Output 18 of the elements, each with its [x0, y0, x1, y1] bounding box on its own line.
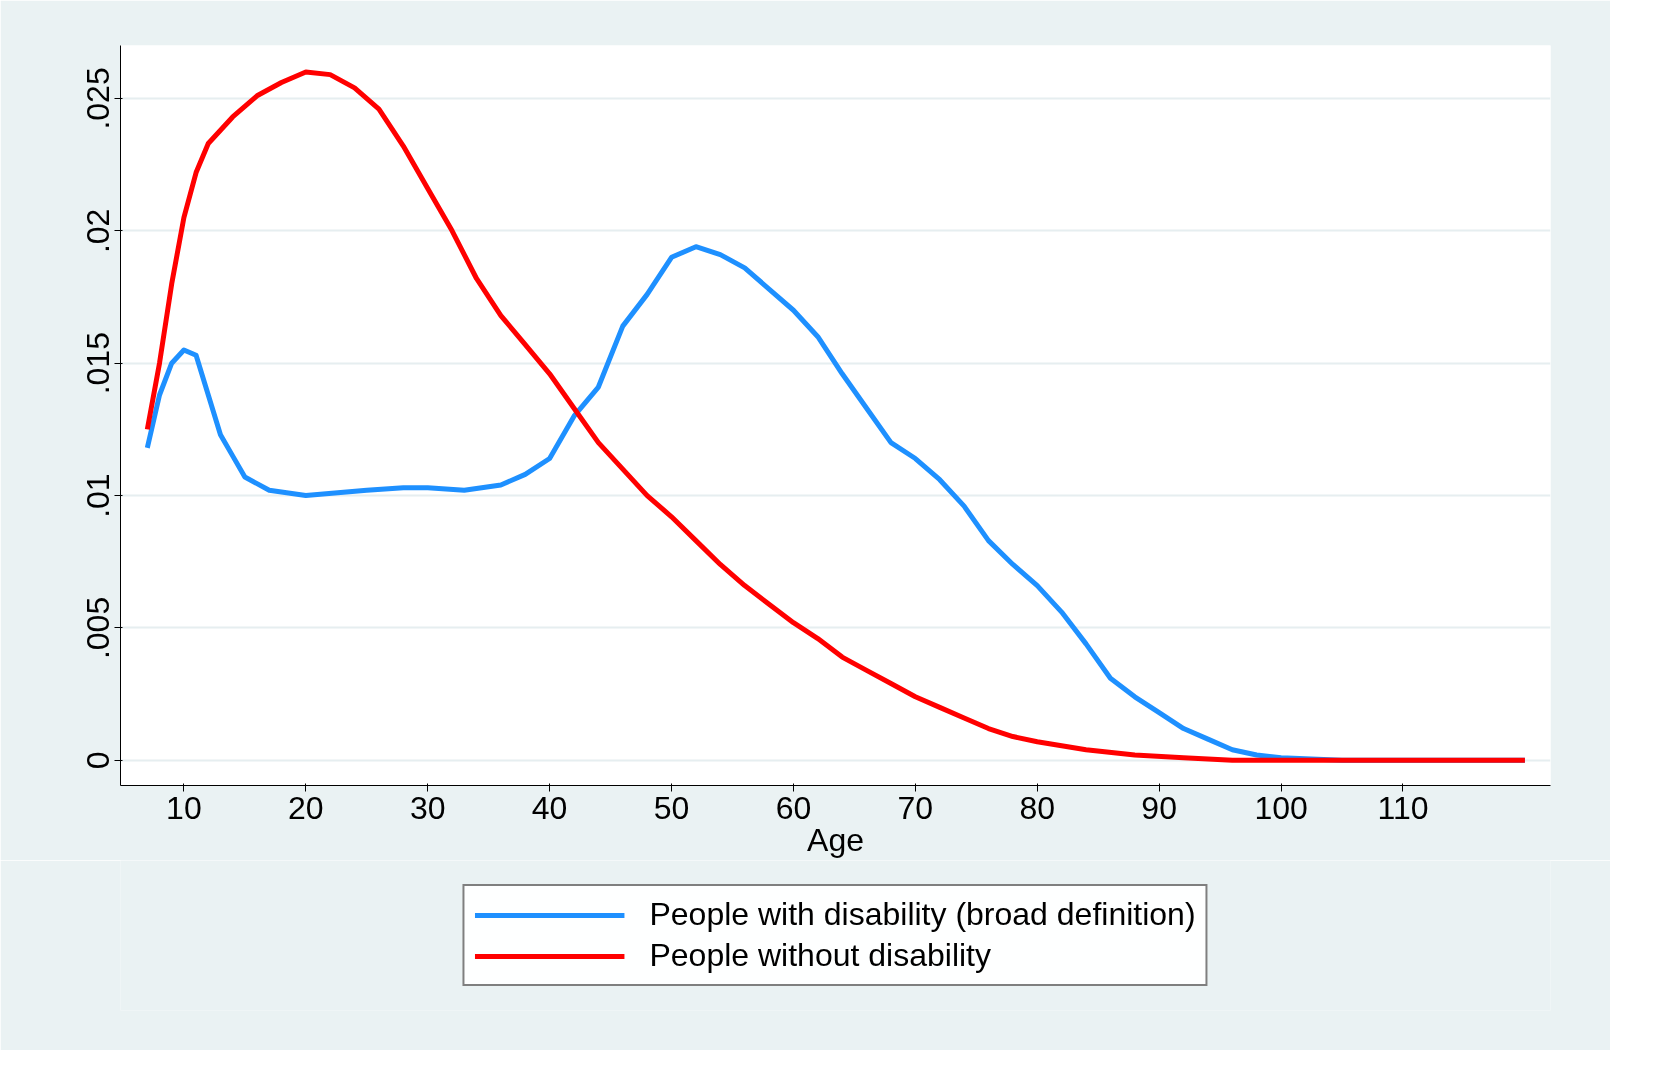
x-tick-label: 90	[1141, 789, 1177, 826]
x-tick-label: 110	[1377, 789, 1429, 826]
y-tick-label: .02	[80, 208, 117, 254]
legend-label: People without disability	[649, 937, 991, 974]
x-tick-label: 10	[166, 789, 202, 826]
x-tick-label: 20	[288, 789, 324, 826]
x-tick-label: 40	[531, 789, 568, 826]
y-tick-label: .01	[80, 473, 117, 518]
x-tick-label: 80	[1019, 789, 1056, 826]
y-tick-label: .015	[80, 332, 117, 395]
legend-label: People with disability (broad definition)	[649, 896, 1196, 933]
x-tick-label: 100	[1254, 789, 1308, 826]
x-tick-label: 50	[653, 789, 690, 826]
y-tick-label: .025	[80, 67, 117, 130]
y-tick-label: 0	[80, 751, 117, 770]
y-tick-label: .005	[80, 596, 117, 660]
x-tick-label: 30	[409, 789, 446, 826]
x-tick-label: 70	[897, 789, 934, 826]
